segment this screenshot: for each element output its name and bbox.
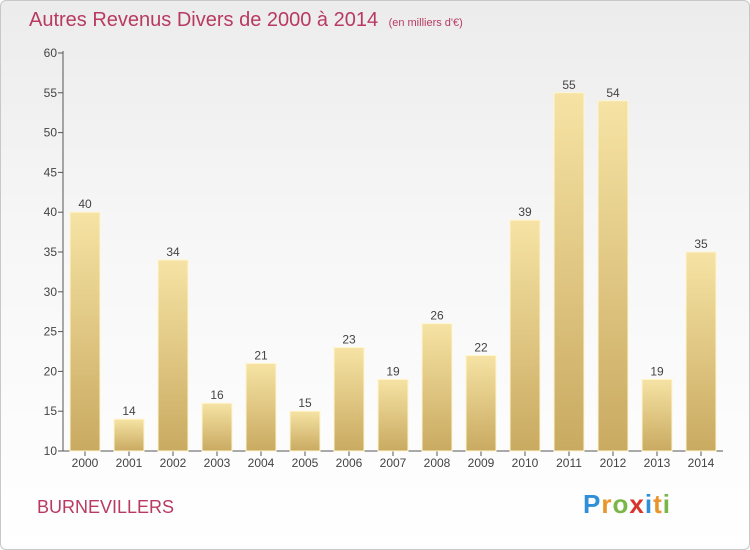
- y-tick-label: 35: [44, 245, 58, 259]
- x-tick-label-2001: 2001: [116, 456, 143, 470]
- x-tick-label-2004: 2004: [248, 456, 275, 470]
- value-label-2004: 21: [254, 348, 268, 362]
- x-tick-label-2014: 2014: [688, 456, 715, 470]
- value-label-2000: 40: [78, 197, 92, 211]
- y-tick-label: 45: [44, 165, 58, 179]
- place-name: BURNEVILLERS: [37, 497, 175, 517]
- bar-2008: [421, 323, 453, 452]
- bar-2006: [333, 347, 365, 452]
- y-tick-label: 50: [44, 126, 58, 140]
- bar-2014: [685, 251, 717, 452]
- logo-letter: t: [653, 489, 663, 519]
- value-label-2014: 35: [694, 237, 708, 251]
- bar-2002: [157, 259, 189, 452]
- x-tick-label-2000: 2000: [72, 456, 99, 470]
- value-labels: 40 14 34 16 21 15 23 19 26 22 39 55 54 19 35: [78, 78, 708, 418]
- y-tick-label: 25: [44, 325, 58, 339]
- value-label-2002: 34: [166, 245, 180, 259]
- y-tick-label: 60: [44, 46, 58, 60]
- bar-2010: [509, 219, 541, 452]
- bar-2013: [641, 378, 673, 452]
- logo-letter: P: [583, 489, 602, 519]
- logo-letter: i: [662, 489, 671, 519]
- logo-letter: o: [612, 489, 630, 519]
- x-tick-label-2012: 2012: [600, 456, 627, 470]
- x-tick-label-2002: 2002: [160, 456, 187, 470]
- value-label-2001: 14: [122, 404, 136, 418]
- y-tick-label: 55: [44, 86, 58, 100]
- value-label-2007: 19: [386, 364, 400, 378]
- value-label-2012: 54: [606, 86, 620, 100]
- x-tick-label-2006: 2006: [336, 456, 363, 470]
- value-label-2010: 39: [518, 205, 532, 219]
- value-label-2011: 55: [562, 78, 576, 92]
- bar-2007: [377, 378, 409, 452]
- x-tick-label-2005: 2005: [292, 456, 319, 470]
- chart-subtitle: (en milliers d'€): [388, 17, 463, 29]
- x-tick-label-2011: 2011: [556, 456, 582, 470]
- bar-2004: [245, 362, 277, 452]
- bar-2009: [465, 354, 497, 452]
- bar-2003: [201, 402, 233, 452]
- logo-letter: r: [601, 489, 613, 519]
- y-tick-label: 30: [44, 285, 58, 299]
- x-tick-label-2010: 2010: [512, 456, 539, 470]
- bars: [69, 92, 717, 452]
- value-label-2006: 23: [342, 333, 356, 347]
- bar-2001: [113, 418, 145, 452]
- value-label-2013: 19: [650, 364, 664, 378]
- value-label-2005: 15: [298, 396, 312, 410]
- value-label-2003: 16: [210, 388, 224, 402]
- y-tick-label: 10: [44, 444, 58, 458]
- y-tick-label: 40: [44, 205, 58, 219]
- proxiti-logo: Proxiti: [583, 489, 671, 520]
- x-tick-label-2007: 2007: [380, 456, 407, 470]
- logo-letter: x: [629, 489, 645, 519]
- x-tick-label-2003: 2003: [204, 456, 231, 470]
- bar-2000: [69, 211, 101, 452]
- y-tick-label: 15: [44, 404, 58, 418]
- x-tick-label-2013: 2013: [644, 456, 671, 470]
- bar-2012: [597, 100, 629, 452]
- bar-2011: [553, 92, 585, 452]
- x-tick-label-2008: 2008: [424, 456, 451, 470]
- logo-letter: i: [644, 489, 654, 519]
- value-label-2009: 22: [474, 340, 488, 354]
- x-tick-label-2009: 2009: [468, 456, 495, 470]
- title-block: Autres Revenus Divers de 2000 à 2014 (en…: [29, 9, 463, 32]
- bar-2005: [289, 410, 321, 452]
- chart-title: Autres Revenus Divers de 2000 à 2014: [29, 9, 379, 31]
- value-label-2008: 26: [430, 309, 444, 323]
- y-tick-label: 20: [44, 364, 58, 378]
